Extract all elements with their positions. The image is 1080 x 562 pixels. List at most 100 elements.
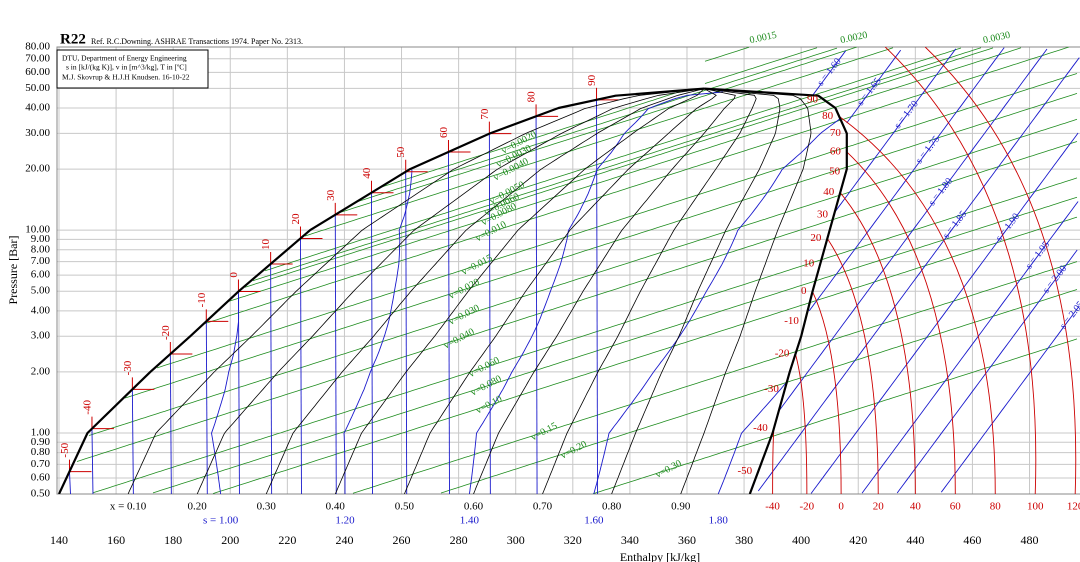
x-tick-label: 140 <box>50 533 68 547</box>
isentrope <box>896 249 1078 494</box>
isotherm-label: 100 <box>1027 501 1044 513</box>
y-tick-label: 6.00 <box>31 269 51 281</box>
saturation-label-left: -10 <box>196 292 208 307</box>
isochore <box>124 93 1078 399</box>
saturation-label-right: -10 <box>784 315 799 327</box>
saturation-label-left: 70 <box>479 108 491 120</box>
isochore <box>152 196 1078 494</box>
saturation-label-right: -40 <box>753 422 768 434</box>
subcooled-isotherm <box>91 428 94 494</box>
subcooled-isotherm <box>405 171 408 494</box>
saturation-label-left: -30 <box>122 360 134 375</box>
subcooled-isotherm <box>334 214 337 494</box>
quality-label: 0.80 <box>602 501 622 513</box>
x-tick-label: 240 <box>335 533 353 547</box>
saturation-label-right: 50 <box>829 165 841 177</box>
isotherm <box>884 47 1037 494</box>
saturation-label-right: -20 <box>775 348 790 360</box>
subcooled-isotherm <box>448 151 450 494</box>
saturation-label-right: 0 <box>801 285 807 297</box>
quality-label: 0.60 <box>464 501 484 513</box>
saturation-label-right: 90 <box>807 93 819 105</box>
x-tick-label: 160 <box>107 533 125 547</box>
isentrope <box>343 169 413 494</box>
isentrope-label: 1.20 <box>335 515 355 527</box>
subcooled-isotherm <box>237 291 240 494</box>
saturation-label-left: 40 <box>361 167 373 179</box>
saturation-line <box>58 87 705 494</box>
isentrope <box>835 48 957 212</box>
info-line: s in [kJ/(kg K)], v in [m^3/kg], T in [º… <box>66 63 187 72</box>
isentrope <box>211 294 240 494</box>
y-tick-label: 1.00 <box>31 426 51 438</box>
y-tick-label: 8.00 <box>31 243 51 255</box>
quality-line <box>473 88 736 494</box>
quality-line <box>334 88 705 494</box>
plot-area <box>58 47 1080 494</box>
y-tick-label: 20.00 <box>25 163 50 175</box>
info-line: DTU, Department of Energy Engineering <box>62 54 187 63</box>
y-tick-label: 4.00 <box>31 304 51 316</box>
quality-label: 0.40 <box>326 501 346 513</box>
saturation-label-right: -30 <box>764 383 779 395</box>
isentrope-label: 1.60 <box>584 515 604 527</box>
isentrope <box>468 91 723 494</box>
plot-border <box>56 46 1080 495</box>
saturation-line <box>704 87 848 494</box>
isochore <box>156 73 1078 369</box>
isentrope <box>757 57 1080 492</box>
isentrope <box>810 132 1079 494</box>
isentrope <box>717 382 787 494</box>
quality-label: 0.90 <box>671 501 691 513</box>
isotherm-label: 0 <box>838 501 844 513</box>
isotherm <box>826 238 879 494</box>
y-tick-label: 70.00 <box>25 52 50 64</box>
quality-line <box>127 88 705 494</box>
y-tick-label: 2.00 <box>31 365 51 377</box>
quality-line <box>404 88 717 494</box>
x-tick-label: 420 <box>849 533 867 547</box>
isotherm-label: 120 <box>1067 501 1080 513</box>
saturation-label-right: 10 <box>803 258 815 270</box>
isotherm <box>812 291 842 494</box>
isentrope <box>812 50 847 96</box>
subcooled-isotherm <box>371 192 373 494</box>
isotherm <box>846 151 956 494</box>
isentrope-label: 1.40 <box>460 515 480 527</box>
isotherm <box>839 192 916 494</box>
isochore <box>440 289 1078 494</box>
saturation-label-left: -20 <box>160 325 172 340</box>
quality-line <box>196 88 705 494</box>
subcooled-isotherm <box>205 321 208 494</box>
y-tick-label: 0.70 <box>31 458 51 470</box>
x-axis-title: Enthalpy [kJ/kg] <box>620 550 700 562</box>
isochore <box>352 261 1078 494</box>
isotherm <box>838 115 996 494</box>
isotherm <box>924 47 1077 494</box>
isochore <box>252 47 982 282</box>
x-tick-label: 200 <box>221 533 239 547</box>
y-tick-label: 0.90 <box>31 436 51 448</box>
isochore <box>228 47 1022 302</box>
isentrope <box>861 201 1079 494</box>
x-tick-label: 440 <box>906 533 924 547</box>
x-tick-label: 480 <box>1021 533 1039 547</box>
saturation-label-left: 30 <box>325 189 337 201</box>
saturation-label-right: -50 <box>737 465 752 477</box>
saturation-label-left: 0 <box>228 272 240 278</box>
subcooled-isotherm <box>535 116 538 494</box>
y-tick-label: 0.50 <box>31 488 51 500</box>
saturation-label-left: -40 <box>81 399 93 414</box>
isochore <box>704 47 750 62</box>
subcooled-isotherm <box>300 238 302 494</box>
chart-title: R22 <box>60 31 86 47</box>
isentrope <box>808 47 1005 312</box>
isochore <box>380 47 818 188</box>
saturation-label-left: 90 <box>586 74 598 86</box>
isochore <box>304 47 894 237</box>
subcooled-isotherm <box>131 389 134 494</box>
x-tick-label: 460 <box>963 533 981 547</box>
isentrope <box>593 118 840 494</box>
quality-line <box>611 88 781 494</box>
